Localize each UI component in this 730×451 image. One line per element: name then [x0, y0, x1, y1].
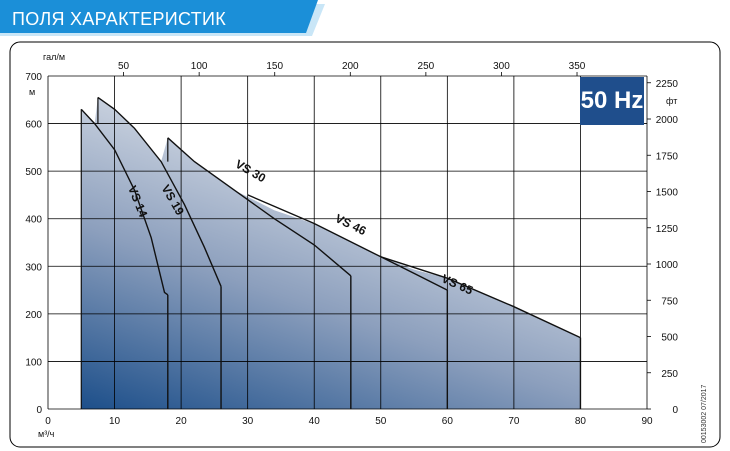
right-tick-label: 1750: [656, 151, 679, 162]
top-tick-label: 350: [569, 61, 586, 72]
y-tick-label: 0: [36, 405, 42, 416]
curve-vs-14: [80, 108, 169, 296]
y-tick-label: 100: [25, 357, 42, 368]
y-tick-label: 300: [25, 262, 42, 273]
right-tick-label: 0: [672, 405, 678, 416]
x-tick-label: 30: [242, 416, 254, 427]
operating-area: [81, 97, 581, 410]
right-tick-label: 2000: [656, 115, 679, 126]
banner-dark-stripe: [0, 0, 318, 33]
curve-vs-65: [380, 256, 581, 339]
curve-vs-19: [97, 96, 222, 287]
document-code: 00153002 07/2017: [701, 384, 708, 443]
curve-vs-30: [167, 137, 352, 277]
left-axis-unit: м: [29, 87, 35, 97]
top-tick-label: 250: [418, 61, 435, 72]
x-tick-label: 40: [309, 416, 321, 427]
series-label: VS 46: [333, 211, 369, 238]
x-tick-label: 10: [109, 416, 121, 427]
x-tick-label: 50: [375, 416, 387, 427]
bottom-axis-unit: м³/ч: [38, 429, 55, 439]
right-tick-label: 2250: [656, 79, 679, 90]
right-tick-label: 1250: [656, 224, 679, 235]
top-tick-label: 200: [342, 61, 359, 72]
frequency-badge: 50 Hz: [580, 77, 644, 125]
y-tick-label: 500: [25, 167, 42, 178]
top-tick-label: 150: [266, 61, 283, 72]
x-tick-label: 60: [442, 416, 454, 427]
x-tick-label: 80: [575, 416, 587, 427]
right-tick-label: 1500: [656, 188, 679, 199]
top-tick-label: 50: [118, 61, 130, 72]
header-banner: [0, 0, 325, 36]
top-axis-unit: гал/м: [43, 52, 65, 62]
y-tick-label: 200: [25, 310, 42, 321]
right-tick-label: 500: [661, 333, 678, 344]
x-tick-label: 0: [45, 416, 51, 427]
top-tick-label: 100: [191, 61, 208, 72]
right-axis-unit: фт: [666, 96, 677, 106]
right-tick-label: 1000: [656, 260, 679, 271]
y-tick-label: 400: [25, 215, 42, 226]
x-tick-label: 20: [176, 416, 188, 427]
top-tick-label: 300: [493, 61, 510, 72]
y-tick-label: 600: [25, 120, 42, 131]
page-title: ПОЛЯ ХАРАКТЕРИСТИК: [12, 9, 227, 29]
series-label: VS 30: [233, 157, 269, 186]
x-tick-label: 90: [641, 416, 653, 427]
y-tick-label: 700: [25, 72, 42, 83]
x-tick-label: 70: [508, 416, 520, 427]
chart-border: [9, 41, 721, 448]
right-tick-label: 250: [661, 369, 678, 380]
right-tick-label: 750: [661, 296, 678, 307]
